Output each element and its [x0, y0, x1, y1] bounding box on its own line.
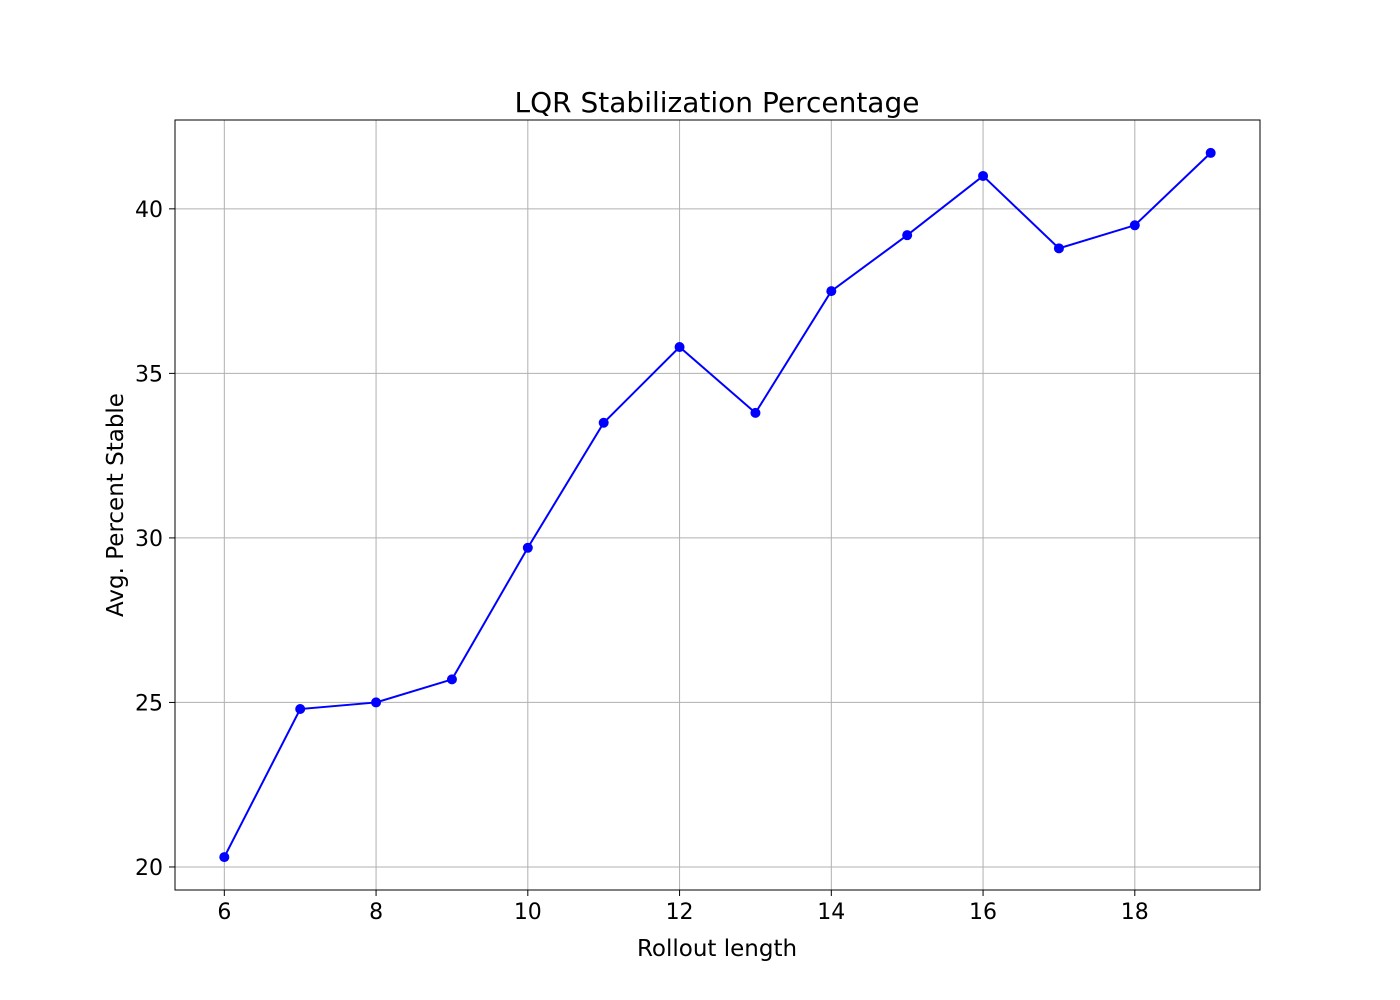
y-tick-label: 30 [135, 527, 163, 552]
data-point [446, 674, 457, 685]
data-point [598, 417, 609, 428]
grid [175, 120, 1260, 890]
x-axis-label: Rollout length [637, 936, 797, 962]
x-tick-label: 8 [369, 900, 383, 925]
x-tick-label: 14 [817, 900, 845, 925]
data-point [1129, 220, 1140, 231]
series-line [223, 152, 1212, 858]
x-tick-label: 6 [217, 900, 231, 925]
y-axis-label: Avg. Percent Stable [103, 393, 129, 617]
data-point [750, 407, 761, 418]
x-tick-label: 16 [969, 900, 997, 925]
y-tick-label: 25 [135, 691, 163, 716]
data-point [826, 286, 837, 297]
plot-area-frame [174, 119, 1261, 891]
y-tick-label: 35 [135, 362, 163, 387]
data-point [219, 852, 230, 863]
chart-title: LQR Stabilization Percentage [515, 86, 920, 119]
x-tick-label: 18 [1121, 900, 1149, 925]
data-point [371, 697, 382, 708]
data-point [978, 170, 989, 181]
data-point [522, 542, 533, 553]
data-series [219, 147, 1216, 863]
x-tick-label: 10 [514, 900, 542, 925]
data-point [295, 704, 306, 715]
y-tick-label: 40 [135, 198, 163, 223]
x-tick-label: 12 [666, 900, 694, 925]
data-point [674, 342, 685, 353]
data-point [902, 230, 913, 241]
data-point [1053, 243, 1064, 254]
axis-ticks: 6 8 10 12 14 16 18 20 25 30 35 40 [135, 198, 1149, 925]
data-point [1205, 147, 1216, 158]
y-tick-label: 20 [135, 856, 163, 881]
